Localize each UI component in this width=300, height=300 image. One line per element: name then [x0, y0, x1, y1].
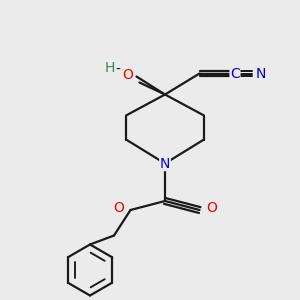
Text: N: N — [256, 67, 266, 80]
Text: H: H — [104, 61, 115, 75]
Text: O: O — [123, 68, 134, 82]
Text: -: - — [115, 63, 120, 77]
Text: O: O — [206, 202, 217, 215]
Text: N: N — [160, 157, 170, 170]
Text: C: C — [230, 67, 240, 80]
Text: O: O — [113, 201, 124, 214]
